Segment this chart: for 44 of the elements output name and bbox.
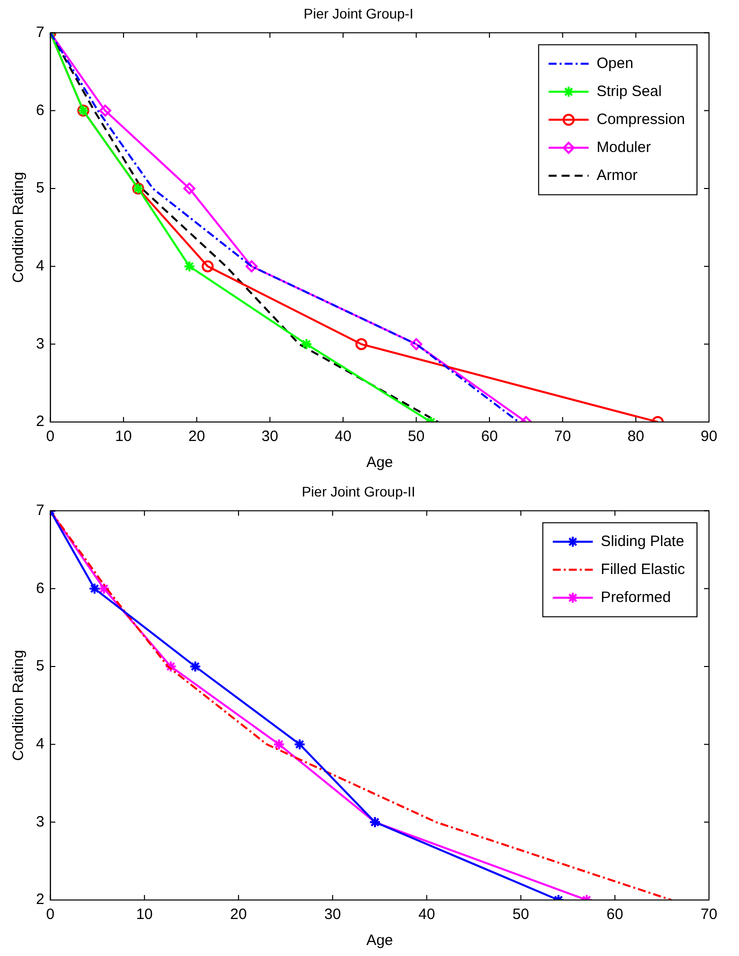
chart-title: Pier Joint Group-I (304, 5, 414, 22)
y-tick-label: 7 (36, 502, 44, 519)
y-tick-label: 5 (36, 658, 44, 675)
x-tick-label: 20 (230, 906, 247, 924)
legend-label: Strip Seal (596, 82, 662, 100)
x-tick-label: 70 (554, 428, 571, 446)
x-axis-title: Age (366, 932, 394, 950)
legend-label: Preformed (600, 588, 671, 606)
y-tick-label: 2 (36, 413, 44, 430)
x-tick-label: 0 (46, 906, 55, 924)
legend-label: Sliding Plate (600, 532, 684, 550)
x-tick-label: 60 (481, 428, 498, 446)
x-tick-label: 70 (700, 906, 718, 924)
x-tick-label: 20 (188, 428, 206, 446)
y-tick-label: 4 (36, 735, 44, 752)
x-tick-label: 50 (408, 428, 425, 446)
y-axis-title: Condition Rating (10, 172, 28, 283)
y-tick-label: 4 (36, 257, 44, 274)
x-tick-label: 90 (700, 428, 718, 446)
y-tick-label: 2 (36, 891, 44, 908)
y-tick-label: 3 (36, 813, 44, 830)
x-tick-label: 60 (606, 906, 624, 924)
legend-label: Moduler (596, 138, 651, 156)
y-tick-label: 5 (36, 180, 44, 197)
x-tick-label: 50 (512, 906, 530, 924)
x-tick-label: 30 (262, 428, 278, 446)
legend-label: Armor (596, 166, 638, 184)
x-tick-label: 30 (324, 906, 341, 924)
y-axis-title: Condition Rating (10, 650, 28, 761)
x-tick-label: 80 (627, 428, 644, 446)
x-tick-label: 40 (418, 906, 436, 924)
chart-title: Pier Joint Group-II (302, 483, 416, 500)
x-axis-title: Age (366, 454, 394, 472)
legend-label: Open (596, 54, 634, 72)
legend-label: Compression (596, 110, 686, 128)
y-tick-label: 7 (36, 24, 44, 41)
x-tick-label: 40 (334, 428, 352, 446)
y-tick-label: 6 (36, 102, 44, 119)
y-tick-label: 6 (36, 580, 44, 597)
legend-label: Filled Elastic (600, 560, 686, 578)
x-tick-label: 0 (46, 428, 55, 446)
y-tick-label: 3 (36, 335, 44, 352)
x-tick-label: 10 (115, 428, 132, 446)
x-tick-label: 10 (136, 906, 153, 924)
